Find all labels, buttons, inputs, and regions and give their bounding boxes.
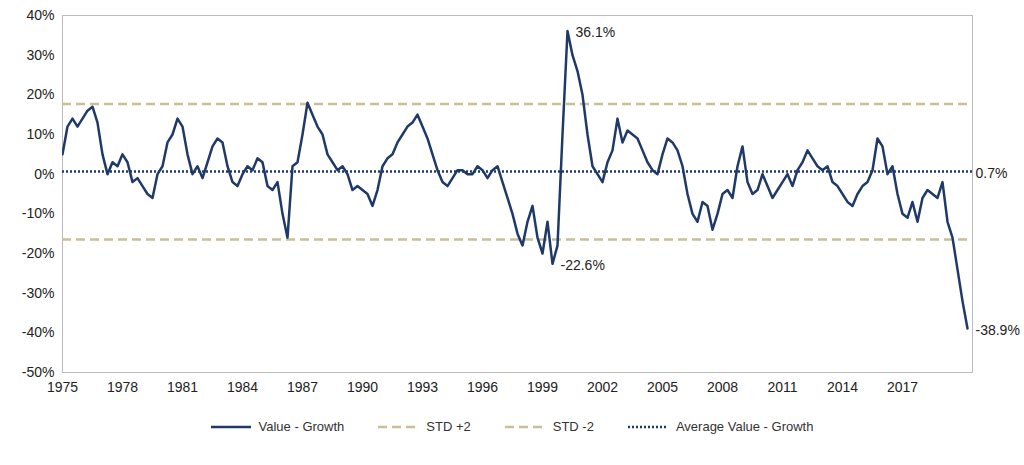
svg-text:-30%: -30%: [22, 285, 55, 301]
html-text:STD -2: STD -2: [552, 419, 594, 434]
svg-text:-38.9%: -38.9%: [976, 322, 1020, 338]
svg-text:1999: 1999: [527, 379, 558, 395]
svg-text:0.7%: 0.7%: [976, 165, 1008, 181]
svg-text:-40%: -40%: [22, 324, 55, 340]
svg-text:1981: 1981: [167, 379, 198, 395]
svg-text:30%: 30%: [26, 47, 54, 63]
svg-text:0%: 0%: [34, 166, 54, 182]
svg-text:36.1%: 36.1%: [576, 24, 616, 40]
svg-text:40%: 40%: [26, 7, 54, 23]
svg-text:-22.6%: -22.6%: [561, 257, 605, 273]
svg-text:-20%: -20%: [22, 245, 55, 261]
svg-text:2005: 2005: [647, 379, 678, 395]
svg-text:2014: 2014: [827, 379, 858, 395]
html-text:Average Value - Growth: Average Value - Growth: [675, 419, 814, 434]
svg-text:-10%: -10%: [22, 205, 55, 221]
svg-text:2008: 2008: [707, 379, 738, 395]
svg-text:2017: 2017: [887, 379, 918, 395]
svg-text:1975: 1975: [47, 379, 78, 395]
svg-text:1987: 1987: [287, 379, 318, 395]
svg-text:1993: 1993: [407, 379, 438, 395]
svg-text:1978: 1978: [107, 379, 138, 395]
svg-text:2002: 2002: [587, 379, 618, 395]
svg-text:10%: 10%: [26, 126, 54, 142]
svg-text:2011: 2011: [767, 379, 797, 395]
html-text:Value - Growth: Value - Growth: [258, 419, 345, 434]
svg-text:20%: 20%: [26, 86, 54, 102]
svg-text:-50%: -50%: [22, 364, 55, 380]
svg-text:1984: 1984: [227, 379, 258, 395]
svg-text:1990: 1990: [347, 379, 378, 395]
svg-text:1996: 1996: [467, 379, 498, 395]
html-text:STD +2: STD +2: [426, 419, 471, 434]
